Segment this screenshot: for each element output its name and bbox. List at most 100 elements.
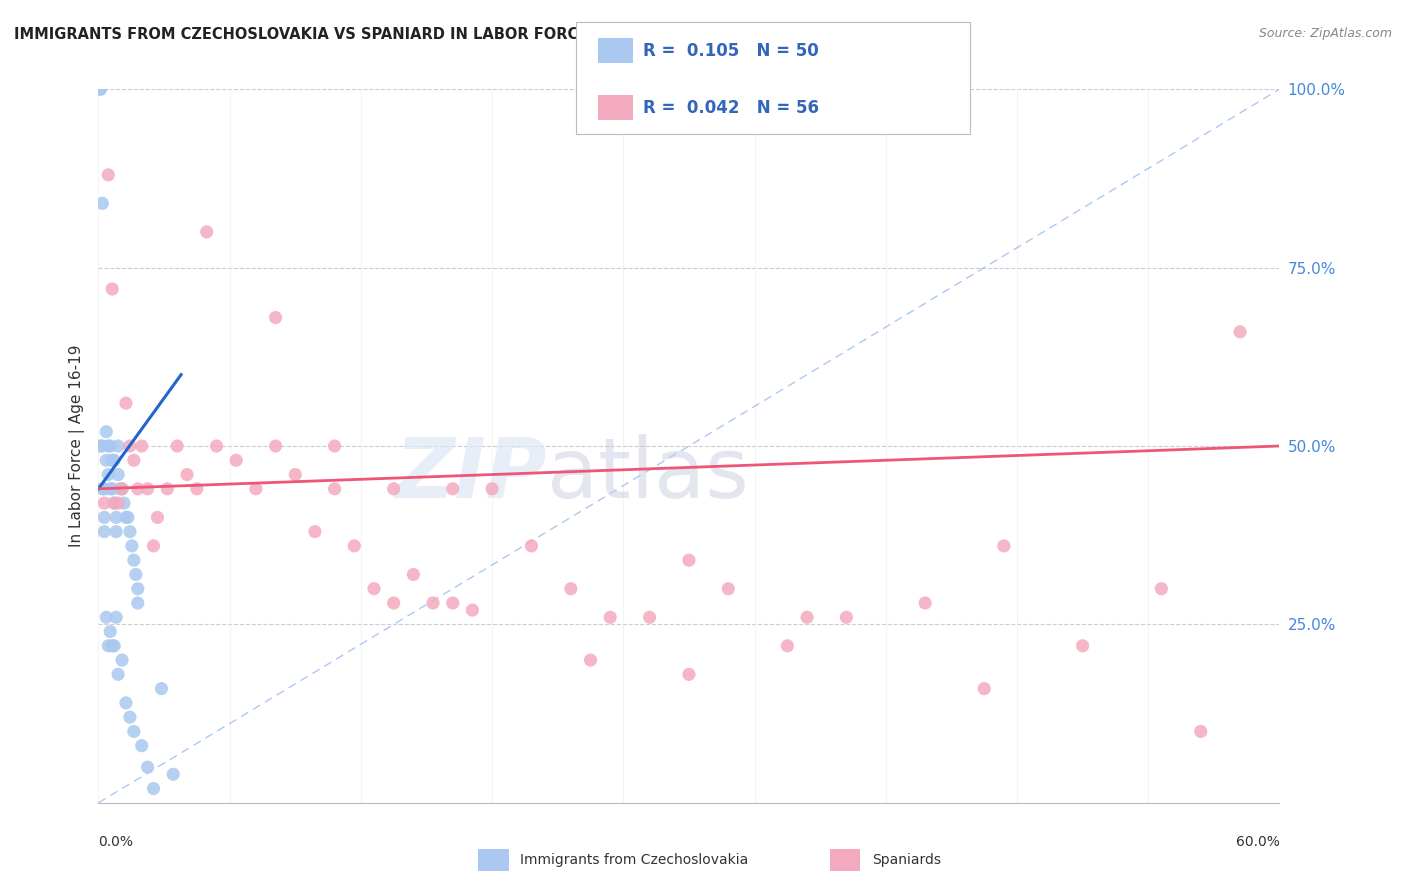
Point — [776, 639, 799, 653]
Point — [156, 482, 179, 496]
Point — [520, 539, 543, 553]
Point — [195, 225, 218, 239]
Point — [98, 624, 121, 639]
Point — [98, 439, 121, 453]
Point — [107, 496, 129, 510]
Point — [264, 439, 287, 453]
Point — [481, 482, 503, 496]
Point — [162, 767, 184, 781]
Point — [96, 453, 118, 467]
Point — [131, 739, 153, 753]
Point — [402, 567, 425, 582]
Point — [103, 496, 125, 510]
Point — [121, 539, 143, 553]
Point — [97, 168, 120, 182]
Point — [186, 482, 208, 496]
Point — [560, 582, 582, 596]
Point — [115, 396, 138, 410]
Point — [107, 667, 129, 681]
Point — [96, 610, 118, 624]
Point — [579, 653, 602, 667]
Point — [91, 196, 114, 211]
Point — [101, 482, 124, 496]
Point — [422, 596, 444, 610]
Point — [973, 681, 995, 696]
Point — [115, 510, 138, 524]
Point — [166, 439, 188, 453]
Point — [97, 439, 120, 453]
Text: Immigrants from Czechoslovakia: Immigrants from Czechoslovakia — [520, 853, 748, 867]
Point — [115, 696, 138, 710]
Point — [103, 496, 125, 510]
Point — [89, 82, 111, 96]
Text: 60.0%: 60.0% — [1236, 835, 1279, 849]
Point — [105, 510, 128, 524]
Point — [96, 425, 118, 439]
Point — [1189, 724, 1212, 739]
Point — [105, 610, 128, 624]
Point — [97, 639, 120, 653]
Point — [127, 596, 149, 610]
Point — [835, 610, 858, 624]
Point — [264, 310, 287, 325]
Point — [97, 467, 120, 482]
Point — [245, 482, 267, 496]
Point — [111, 482, 134, 496]
Point — [382, 482, 405, 496]
Point — [127, 582, 149, 596]
Point — [127, 482, 149, 496]
Point — [136, 760, 159, 774]
Point — [118, 439, 141, 453]
Point — [150, 681, 173, 696]
Point — [678, 667, 700, 681]
Point — [91, 482, 114, 496]
Point — [176, 467, 198, 482]
Point — [93, 496, 115, 510]
Point — [107, 467, 129, 482]
Point — [146, 510, 169, 524]
Point — [638, 610, 661, 624]
Point — [105, 524, 128, 539]
Point — [98, 482, 121, 496]
Y-axis label: In Labor Force | Age 16-19: In Labor Force | Age 16-19 — [69, 344, 84, 548]
Point — [142, 781, 165, 796]
Point — [382, 596, 405, 610]
Point — [101, 282, 124, 296]
Point — [103, 639, 125, 653]
Point — [111, 653, 134, 667]
Point — [323, 439, 346, 453]
Point — [111, 482, 134, 496]
Point — [1071, 639, 1094, 653]
Point — [304, 524, 326, 539]
Point — [323, 482, 346, 496]
Point — [1229, 325, 1251, 339]
Point — [284, 467, 307, 482]
Text: ZIP: ZIP — [395, 434, 547, 515]
Point — [993, 539, 1015, 553]
Point — [103, 453, 125, 467]
Point — [101, 639, 124, 653]
Point — [343, 539, 366, 553]
Point — [122, 553, 145, 567]
Text: R =  0.105   N = 50: R = 0.105 N = 50 — [643, 42, 818, 60]
Point — [142, 539, 165, 553]
Point — [441, 482, 464, 496]
Point — [131, 439, 153, 453]
Point — [461, 603, 484, 617]
Text: Spaniards: Spaniards — [872, 853, 941, 867]
Point — [101, 453, 124, 467]
Point — [125, 567, 148, 582]
Point — [107, 439, 129, 453]
Text: Source: ZipAtlas.com: Source: ZipAtlas.com — [1258, 27, 1392, 40]
Text: atlas: atlas — [547, 434, 749, 515]
Point — [717, 582, 740, 596]
Point — [118, 524, 141, 539]
Point — [599, 610, 621, 624]
Point — [136, 482, 159, 496]
Point — [225, 453, 247, 467]
Text: IMMIGRANTS FROM CZECHOSLOVAKIA VS SPANIARD IN LABOR FORCE | AGE 16-19 CORRELATIO: IMMIGRANTS FROM CZECHOSLOVAKIA VS SPANIA… — [14, 27, 870, 43]
Point — [441, 596, 464, 610]
Point — [122, 453, 145, 467]
Point — [91, 439, 114, 453]
Point — [108, 482, 131, 496]
